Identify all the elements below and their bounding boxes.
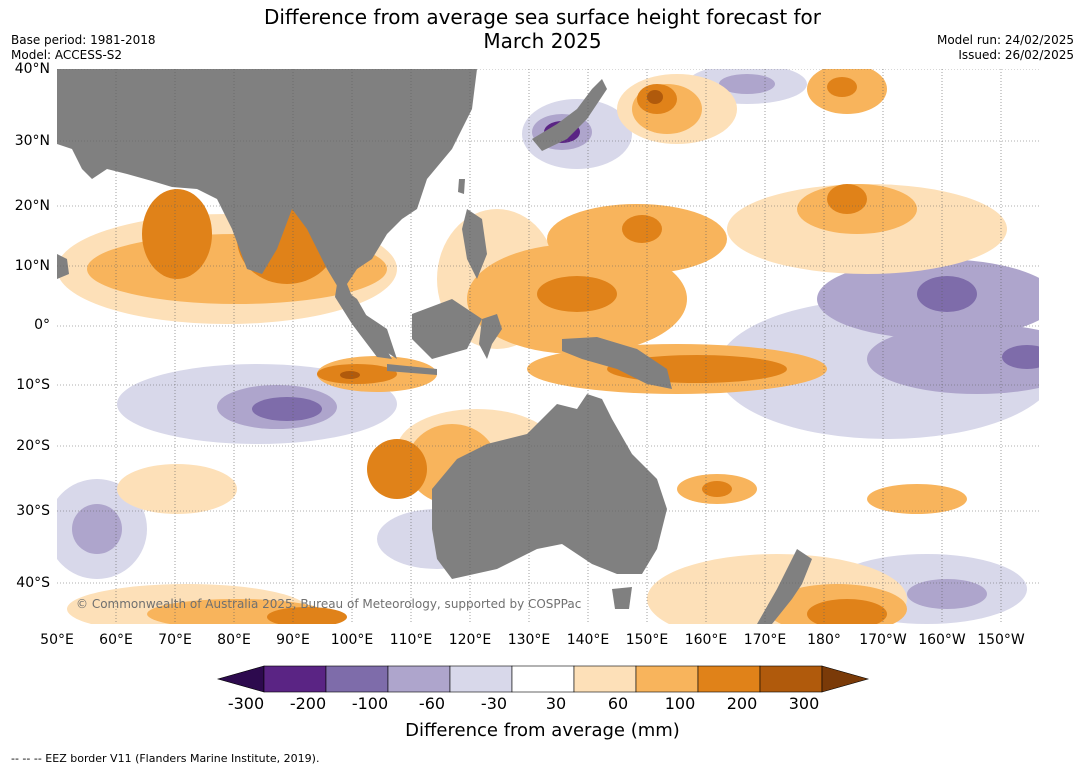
meta-left: Base period: 1981-2018 Model: ACCESS-S2 <box>11 33 156 63</box>
lat-label: 30°S <box>16 503 50 519</box>
land <box>57 69 812 624</box>
lat-label: 20°N <box>14 198 50 214</box>
title-line-1: Difference from average sea surface heig… <box>263 5 822 29</box>
lat-label: 40°S <box>16 575 50 591</box>
lon-label: 150°E <box>625 632 669 648</box>
base-period: Base period: 1981-2018 <box>11 33 156 47</box>
copyright-notice: © Commonwealth of Australia 2025, Bureau… <box>76 597 582 611</box>
colorbar-tick: 30 <box>545 694 567 713</box>
lon-label: 150°W <box>977 632 1025 648</box>
title-line-2: March 2025 <box>483 29 602 53</box>
colorbar-cell <box>635 665 699 693</box>
colorbar-cell <box>697 665 761 693</box>
meta-right: Model run: 24/02/2025 Issued: 26/02/2025 <box>937 33 1074 63</box>
colorbar-tick: -30 <box>480 694 508 713</box>
lon-label: 80°E <box>217 632 251 648</box>
colorbar-tick: 300 <box>788 694 820 713</box>
colorbar-arrow-low <box>216 665 265 693</box>
colorbar-cell <box>759 665 823 693</box>
lat-label: 40°N <box>14 61 50 77</box>
model-name: Model: ACCESS-S2 <box>11 48 123 62</box>
lon-label: 170°W <box>859 632 907 648</box>
lat-label: 30°N <box>14 133 50 149</box>
colorbar-arrow-high <box>821 665 870 693</box>
colorbar-tick: -60 <box>418 694 446 713</box>
lat-label: 0° <box>34 317 50 333</box>
issued-date: Issued: 26/02/2025 <box>958 48 1074 62</box>
graticule <box>57 69 1039 624</box>
colorbar-cell <box>325 665 389 693</box>
eez-footnote: -- -- -- EEZ border V11 (Flanders Marine… <box>11 752 320 765</box>
lon-label: 110°E <box>389 632 433 648</box>
lon-label: 100°E <box>330 632 374 648</box>
colorbar-cell <box>573 665 637 693</box>
colorbar-tick: 100 <box>664 694 696 713</box>
colorbar-tick: 200 <box>726 694 758 713</box>
lat-label: 20°S <box>16 438 50 454</box>
lon-label: 160°W <box>918 632 966 648</box>
model-run: Model run: 24/02/2025 <box>936 33 1074 47</box>
lon-label: 50°E <box>40 632 74 648</box>
lon-label: 170°E <box>743 632 787 648</box>
colorbar-cell <box>511 665 575 693</box>
colorbar <box>216 665 870 693</box>
lon-label: 180° <box>807 632 841 648</box>
lon-label: 130°E <box>507 632 551 648</box>
sea-height-map <box>57 69 1039 624</box>
colorbar-tick: 60 <box>607 694 629 713</box>
colorbar-tick: -100 <box>351 694 389 713</box>
lon-label: 120°E <box>448 632 492 648</box>
colorbar-cell <box>449 665 513 693</box>
lon-label: 140°E <box>566 632 610 648</box>
map-area <box>57 69 1039 624</box>
colorbar-cell <box>263 665 327 693</box>
colorbar-tick: -200 <box>289 694 327 713</box>
colorbar-label: Difference from average (mm) <box>405 720 680 741</box>
lon-label: 70°E <box>158 632 192 648</box>
chart-title: Difference from average sea surface heig… <box>0 5 1085 53</box>
lon-label: 90°E <box>276 632 310 648</box>
lat-label: 10°N <box>14 258 50 274</box>
lon-label: 160°E <box>684 632 728 648</box>
colorbar-tick: -300 <box>227 694 265 713</box>
lon-label: 60°E <box>99 632 133 648</box>
colorbar-cell <box>387 665 451 693</box>
lat-label: 10°S <box>16 377 50 393</box>
colorbar-cells <box>216 665 870 693</box>
